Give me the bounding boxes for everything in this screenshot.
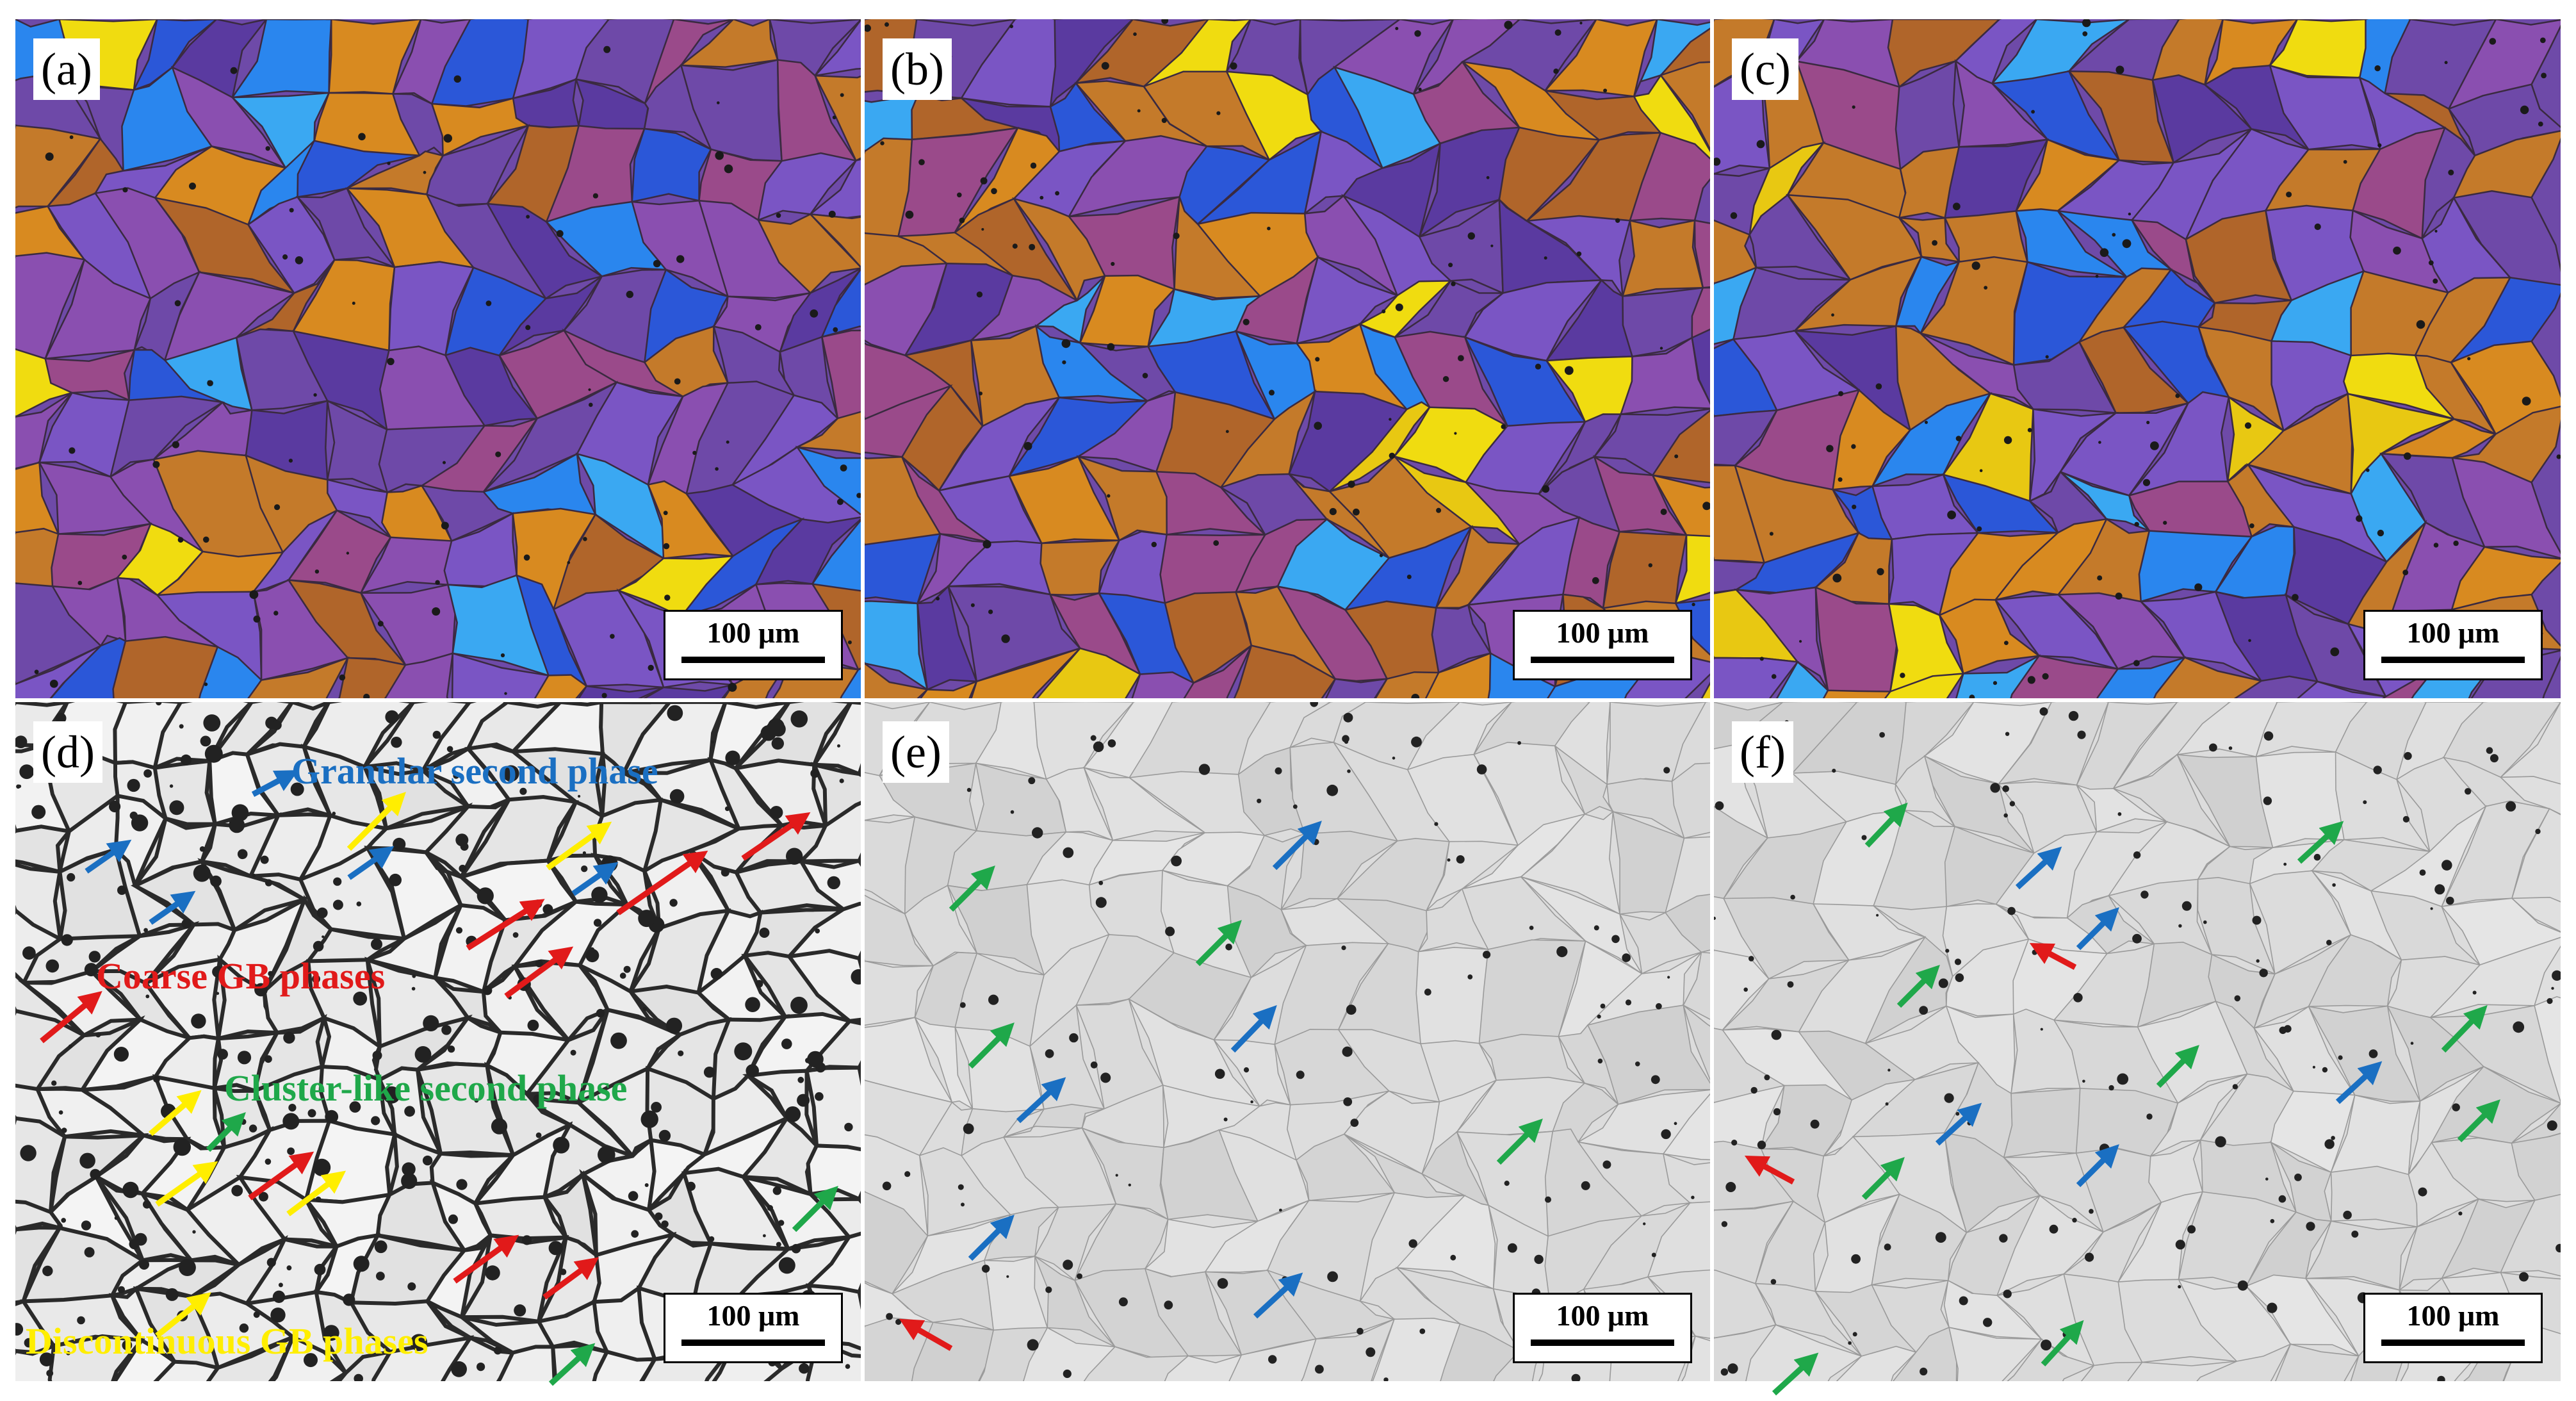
panel-a: (a) 100 μm	[15, 19, 861, 698]
micrograph-c	[1714, 19, 2561, 698]
panel-label-a: (a)	[33, 38, 100, 100]
scale-bar-b: 100 μm	[1513, 610, 1692, 680]
panel-c: (c) 100 μm	[1714, 19, 2561, 698]
scale-bar-f: 100 μm	[2363, 1293, 2543, 1363]
coarse-gb-phases-label: Coarse GB phases	[96, 955, 386, 997]
scale-bar-line-d	[681, 1340, 825, 1346]
micrograph-d	[15, 702, 861, 1381]
scale-bar-a: 100 μm	[664, 610, 843, 680]
scale-bar-line-c	[2381, 657, 2525, 663]
panel-d: (d) 100 μm	[15, 702, 861, 1381]
panel-label-d: (d)	[33, 721, 102, 783]
scale-bar-text-a: 100 μm	[706, 616, 800, 649]
panel-label-c: (c)	[1732, 38, 1798, 100]
granular-second-phase-label: Granular second phase	[291, 750, 658, 792]
scale-bar-line-f	[2381, 1340, 2525, 1346]
scale-bar-line-b	[1531, 657, 1674, 663]
scale-bar-line-e	[1531, 1340, 1674, 1346]
scale-bar-c: 100 μm	[2363, 610, 2543, 680]
micrograph-b	[865, 19, 1710, 698]
panel-label-e: (e)	[883, 721, 949, 783]
panel-e: (e) 100 μm	[865, 702, 1710, 1381]
scale-bar-text-e: 100 μm	[1556, 1299, 1649, 1332]
scale-bar-e: 100 μm	[1513, 1293, 1692, 1363]
scale-bar-text-b: 100 μm	[1556, 616, 1649, 649]
scale-bar-text-f: 100 μm	[2406, 1299, 2500, 1332]
panel-label-f: (f)	[1732, 721, 1793, 783]
micrograph-e	[865, 702, 1710, 1381]
discontinuous-gb-phases-label: Discontinuous GB phases	[26, 1320, 428, 1362]
panel-b: (b) 100 μm	[865, 19, 1710, 698]
micrograph-a	[15, 19, 861, 698]
micrograph-f	[1714, 702, 2561, 1381]
scale-bar-text-c: 100 μm	[2406, 616, 2500, 649]
panel-f: (f) 100 μm	[1714, 702, 2561, 1381]
scale-bar-line-a	[681, 657, 825, 663]
scale-bar-d: 100 μm	[664, 1293, 843, 1363]
panel-label-b: (b)	[883, 38, 952, 100]
cluster-like-second-phase-label: Cluster-like second phase	[224, 1067, 628, 1109]
scale-bar-text-d: 100 μm	[706, 1299, 800, 1332]
